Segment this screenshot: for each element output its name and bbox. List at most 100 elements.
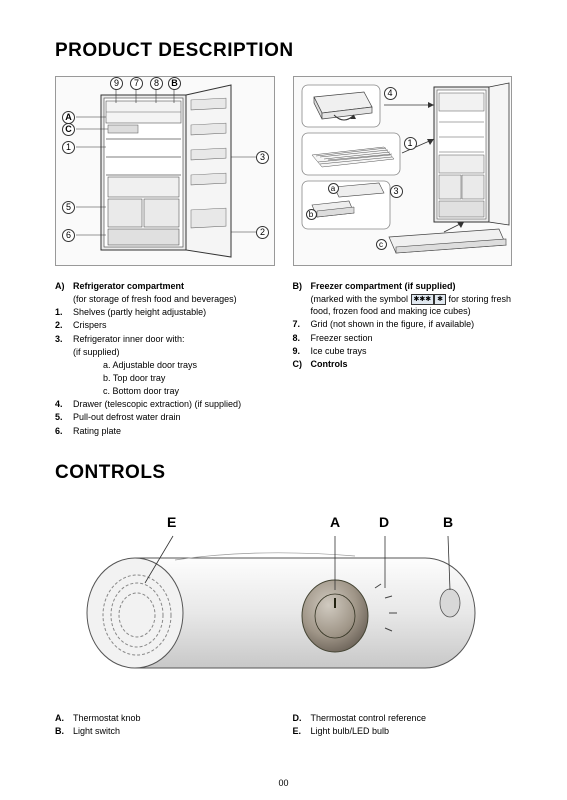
section-title-product-description: PRODUCT DESCRIPTION [55,40,512,62]
product-legend-left-key [85,372,103,384]
controls-label-D: D [379,514,389,530]
controls-label-E: E [167,514,176,530]
product-legend-right-key [293,293,311,317]
product-legend-left-key [55,346,73,358]
product-legend-right-row: (marked with the symbol ✱✱✱✱ for storing… [293,293,513,317]
callout-panel-b: b [306,209,317,220]
controls-legend-left: A.Thermostat knobB.Light switch [55,712,275,738]
callout-3: 3 [256,151,269,164]
parts-svg [294,77,513,266]
callout-6: 6 [62,229,75,242]
product-description-legend: A)Refrigerator compartment(for storage o… [55,280,512,438]
controls-legend-right-row: D.Thermostat control reference [293,712,513,724]
callout-1: 1 [62,141,75,154]
product-legend-left-row: 1.Shelves (partly height adjustable) [55,306,275,318]
controls-legend-right-row: E.Light bulb/LED bulb [293,725,513,737]
figure-parts-panels: 4 1 3 a b c [293,76,513,266]
product-legend-left-key: 2. [55,319,73,331]
callout-panel-a: a [328,183,339,194]
callout-C: C [62,123,75,136]
controls-legend-left-text: Light switch [73,725,120,737]
product-legend-right-key: 7. [293,318,311,330]
callout-panel-c: c [376,239,387,250]
product-legend-left-text: (for storage of fresh food and beverages… [73,293,237,305]
callout-panel-4: 4 [384,87,397,100]
page-number: 00 [278,778,288,788]
product-legend-right-key: 9. [293,345,311,357]
product-legend-right-key: 8. [293,332,311,344]
callout-7: 7 [130,77,143,90]
controls-legend-left-text: Thermostat knob [73,712,141,724]
product-legend-left-row: c. Bottom door tray [55,385,275,397]
controls-section: CONTROLS [55,462,512,738]
product-legend-left-row: 5.Pull-out defrost water drain [55,411,275,423]
controls-legend-right-text: Light bulb/LED bulb [311,725,390,737]
controls-label-B: B [443,514,453,530]
freezer-symbol-icon: ✱✱✱ [411,294,435,305]
product-legend-right-key: B) [293,280,311,292]
product-legend-right-text: (marked with the symbol ✱✱✱✱ for storing… [311,293,513,317]
product-legend-right-text: Ice cube trays [311,345,367,357]
product-legend-left-key [85,359,103,371]
controls-legend-left-key: A. [55,712,73,724]
controls-legend-right-key: E. [293,725,311,737]
callout-9: 9 [110,77,123,90]
product-legend-left-text: c. Bottom door tray [103,385,179,397]
callout-8: 8 [150,77,163,90]
freezer-symbol-icon: ✱ [434,294,446,305]
product-legend-left-row: b. Top door tray [55,372,275,384]
product-legend-left-text: Crispers [73,319,107,331]
product-legend-left-text: Refrigerator inner door with: [73,333,185,345]
product-legend-right-row: C)Controls [293,358,513,370]
callout-panel-1: 1 [404,137,417,150]
controls-legend-right-text: Thermostat control reference [311,712,427,724]
controls-legend-right: D.Thermostat control referenceE.Light bu… [293,712,513,738]
callout-B: B [168,77,181,90]
controls-legend-right-key: D. [293,712,311,724]
controls-legend-left-row: A.Thermostat knob [55,712,275,724]
legend-right-col: B)Freezer compartment (if supplied)(mark… [293,280,513,438]
product-legend-left-key [55,293,73,305]
product-legend-left-row: (if supplied) [55,346,275,358]
product-legend-left-text: Refrigerator compartment [73,280,184,292]
product-legend-left-text: b. Top door tray [103,372,165,384]
product-legend-left-key: A) [55,280,73,292]
product-legend-left-text: Shelves (partly height adjustable) [73,306,206,318]
product-legend-right-text: Grid (not shown in the figure, if availa… [311,318,475,330]
figures-row: 9 7 8 B A C 1 5 6 3 2 [55,76,512,266]
product-legend-left-row: 2.Crispers [55,319,275,331]
product-legend-right-row: 7.Grid (not shown in the figure, if avai… [293,318,513,330]
figure-refrigerator: 9 7 8 B A C 1 5 6 3 2 [55,76,275,266]
section-title-controls: CONTROLS [55,462,512,484]
controls-legend-left-row: B.Light switch [55,725,275,737]
callout-panel-3: 3 [390,185,403,198]
product-legend-left-row: 4.Drawer (telescopic extraction) (if sup… [55,398,275,410]
product-legend-right-text: Freezer compartment (if supplied) [311,280,456,292]
controls-legend-left-key: B. [55,725,73,737]
controls-legend: A.Thermostat knobB.Light switch D.Thermo… [55,712,512,738]
product-legend-left-key: 3. [55,333,73,345]
refrigerator-svg [56,77,275,266]
product-legend-left-key [85,385,103,397]
product-legend-right-text: Freezer section [311,332,373,344]
figure-controls: E A D B [55,498,512,698]
product-legend-left-row: A)Refrigerator compartment [55,280,275,292]
product-legend-right-text: Controls [311,358,348,370]
product-legend-left-key: 6. [55,425,73,437]
product-legend-right-row: 8.Freezer section [293,332,513,344]
legend-left-col: A)Refrigerator compartment(for storage o… [55,280,275,438]
callout-5: 5 [62,201,75,214]
product-legend-right-row: 9.Ice cube trays [293,345,513,357]
product-legend-left-row: 3.Refrigerator inner door with: [55,333,275,345]
product-legend-left-key: 5. [55,411,73,423]
product-legend-left-row: a. Adjustable door trays [55,359,275,371]
controls-label-A: A [330,514,340,530]
product-legend-right-row: B)Freezer compartment (if supplied) [293,280,513,292]
product-legend-left-text: Drawer (telescopic extraction) (if suppl… [73,398,241,410]
product-legend-left-text: a. Adjustable door trays [103,359,197,371]
product-legend-left-key: 4. [55,398,73,410]
product-legend-left-text: Rating plate [73,425,121,437]
product-legend-left-key: 1. [55,306,73,318]
product-legend-right-key: C) [293,358,311,370]
product-legend-left-row: 6.Rating plate [55,425,275,437]
